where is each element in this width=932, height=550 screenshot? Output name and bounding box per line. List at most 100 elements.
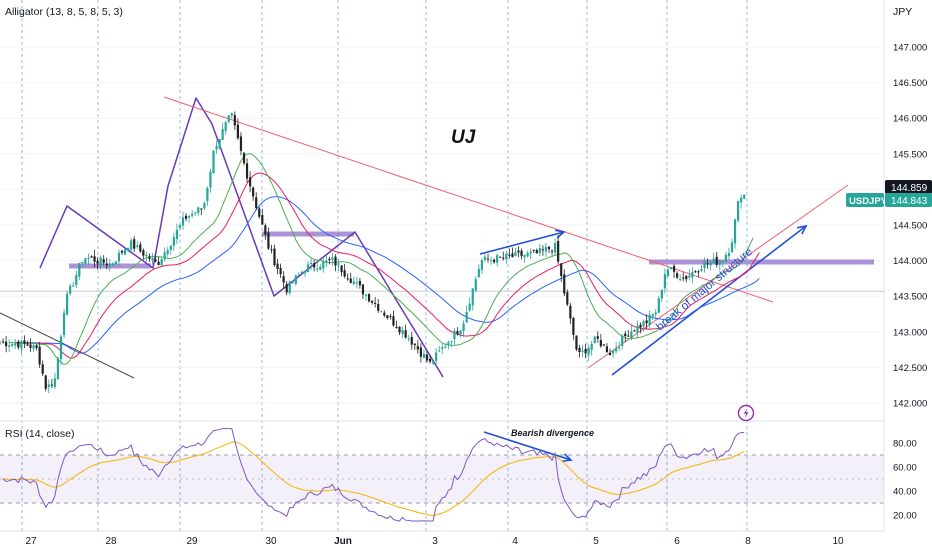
candle-body bbox=[53, 378, 56, 387]
candle-body bbox=[300, 271, 304, 274]
candle-body bbox=[371, 300, 374, 303]
candle-body bbox=[441, 347, 444, 349]
alligator-lines bbox=[9, 153, 760, 365]
currency-label: JPY bbox=[893, 6, 912, 18]
candle-body bbox=[480, 260, 483, 270]
candle-body bbox=[648, 315, 651, 326]
candle-body bbox=[578, 347, 581, 353]
candle-body bbox=[639, 324, 642, 328]
candle-body bbox=[361, 284, 365, 295]
candle-body bbox=[319, 266, 322, 270]
time-tick: 7 bbox=[756, 536, 762, 547]
candle-body bbox=[666, 269, 670, 276]
candle-body bbox=[294, 275, 297, 284]
candle-body bbox=[633, 330, 636, 332]
candle-body bbox=[541, 249, 544, 251]
candle-body bbox=[419, 347, 422, 357]
candle-body bbox=[273, 248, 276, 266]
candle-body bbox=[672, 265, 676, 272]
candle-body bbox=[581, 350, 584, 352]
candle-body bbox=[59, 336, 63, 360]
candle-body bbox=[697, 271, 700, 273]
candle-body bbox=[703, 261, 706, 268]
rsi-tick: 20.00 bbox=[893, 511, 917, 522]
divergence-rsi-arrow-head bbox=[561, 453, 573, 463]
candle-body bbox=[358, 280, 361, 286]
candle-body bbox=[435, 352, 438, 361]
candle-body bbox=[496, 255, 499, 263]
candle-body bbox=[737, 200, 740, 221]
candle-body bbox=[529, 251, 532, 254]
candle-body bbox=[169, 245, 172, 250]
candle-body bbox=[334, 256, 337, 266]
candle-body bbox=[325, 260, 328, 263]
crosshair-price-tag: 144.859 bbox=[885, 180, 932, 194]
candle-body bbox=[663, 274, 666, 289]
candle-body bbox=[270, 249, 273, 251]
candle-body bbox=[398, 326, 401, 333]
candle-body bbox=[306, 264, 310, 272]
candle-body bbox=[313, 263, 316, 268]
candle-body bbox=[154, 259, 157, 262]
candle-body bbox=[303, 271, 307, 274]
candle-body bbox=[75, 275, 78, 286]
old-trendline bbox=[0, 312, 135, 379]
candle-body bbox=[688, 275, 691, 278]
candle-body bbox=[142, 250, 145, 256]
time-tick: 4 bbox=[512, 536, 518, 547]
candle-body bbox=[258, 208, 261, 217]
candle-body bbox=[557, 240, 560, 262]
candle-body bbox=[212, 150, 215, 174]
candle-body bbox=[17, 341, 20, 348]
candle-body bbox=[148, 256, 151, 259]
candle-body bbox=[596, 336, 599, 339]
candle-body bbox=[56, 358, 60, 380]
candle-body bbox=[605, 346, 609, 353]
divergence-price-arrow-head bbox=[555, 229, 566, 239]
candle-body bbox=[514, 252, 517, 257]
candle-body bbox=[554, 242, 557, 253]
candle-body bbox=[432, 361, 435, 364]
candle-body bbox=[367, 293, 371, 302]
price-tick: 147.000 bbox=[893, 43, 927, 54]
time-tick: 3 bbox=[432, 536, 438, 547]
candle-body bbox=[249, 177, 252, 187]
candle-body bbox=[285, 284, 288, 293]
rsi-band-fill bbox=[0, 455, 884, 503]
candle-body bbox=[349, 278, 352, 283]
candle-body bbox=[157, 261, 160, 266]
candle-body bbox=[282, 276, 285, 283]
candle-body bbox=[252, 187, 255, 197]
candle-body bbox=[11, 343, 14, 346]
candle-body bbox=[230, 113, 233, 116]
jaw-line bbox=[24, 196, 760, 354]
candle-body bbox=[102, 259, 105, 263]
symbol-label: USDJPY bbox=[849, 196, 888, 207]
candle-body bbox=[462, 323, 465, 332]
candle-body bbox=[712, 258, 715, 264]
rsi-tick: 60.00 bbox=[893, 463, 917, 474]
candle-body bbox=[572, 317, 575, 335]
candle-body bbox=[645, 320, 648, 324]
candle-body bbox=[691, 272, 694, 278]
candle-body bbox=[145, 254, 148, 257]
candle-body bbox=[209, 171, 212, 188]
candle-body bbox=[78, 263, 81, 277]
candle-body bbox=[160, 259, 163, 266]
candle-body bbox=[590, 343, 593, 350]
candle-body bbox=[267, 232, 270, 249]
candle-body bbox=[682, 277, 685, 279]
candle-body bbox=[685, 275, 688, 280]
candle-body bbox=[352, 281, 355, 285]
candle-body bbox=[264, 225, 267, 235]
candle-body bbox=[410, 336, 413, 345]
candle-body bbox=[569, 305, 572, 319]
candle-body bbox=[276, 263, 279, 270]
candle-body bbox=[389, 316, 392, 318]
crosshair-price: 144.859 bbox=[891, 183, 928, 194]
candle-body bbox=[383, 312, 386, 316]
lightning-icon[interactable] bbox=[737, 404, 755, 422]
candle-body bbox=[715, 256, 718, 265]
candle-body bbox=[108, 263, 111, 267]
